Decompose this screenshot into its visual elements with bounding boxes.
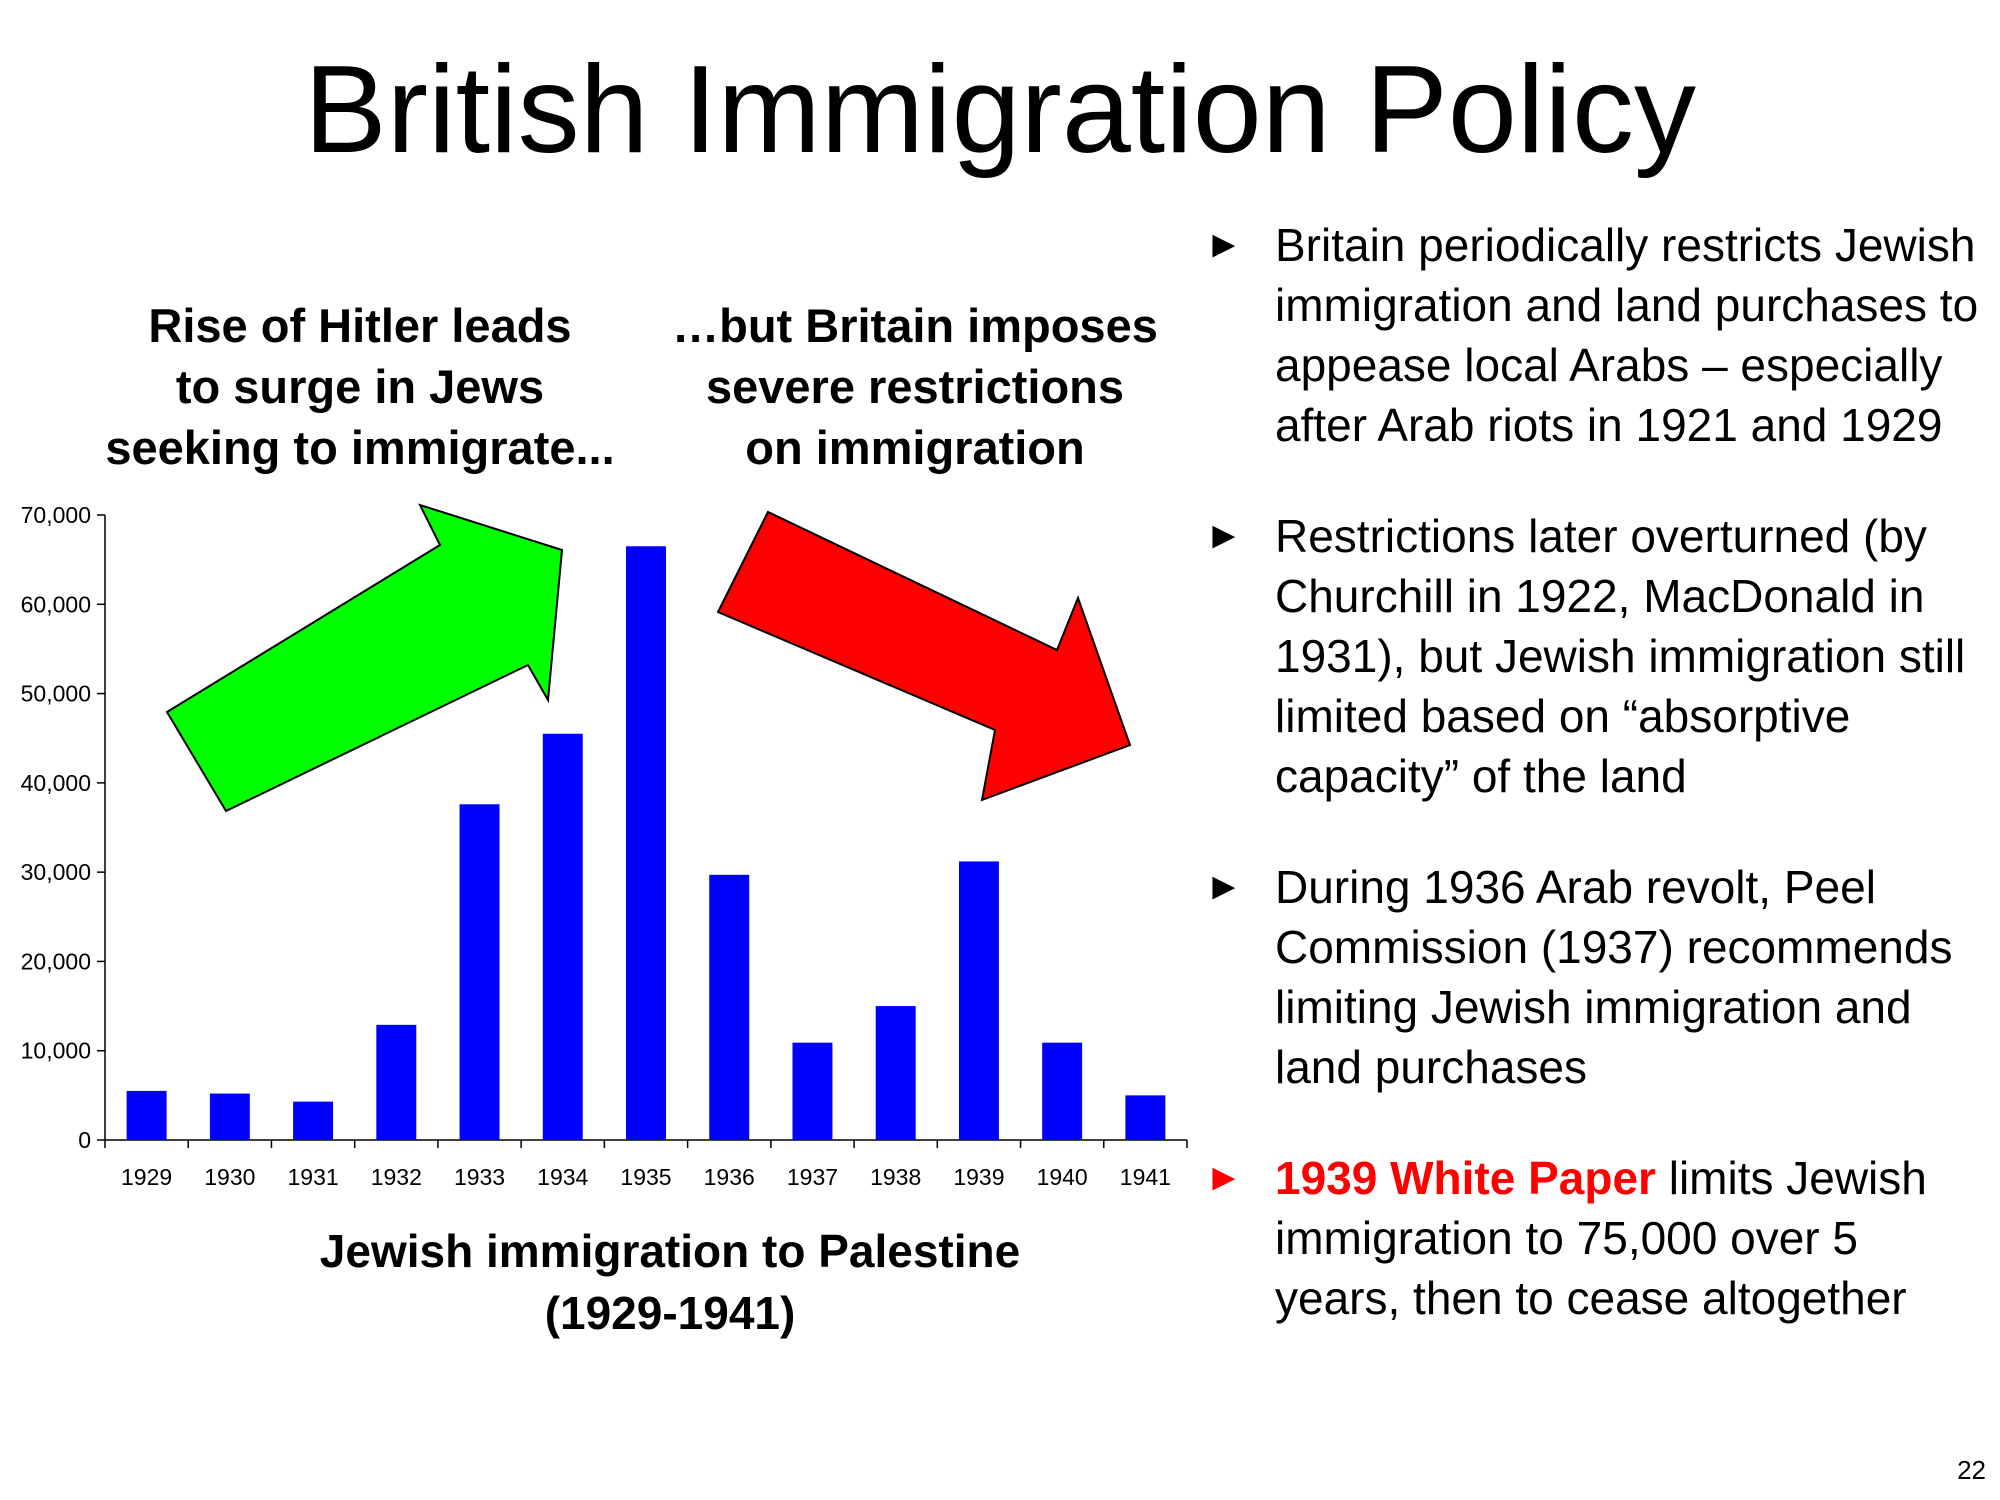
- x-tick-label: 1939: [953, 1164, 1004, 1190]
- bullet-list: ► Britain periodically restricts Jewish …: [1195, 215, 1995, 1379]
- bullet-item: ► 1939 White Paper limits Jewish immigra…: [1195, 1148, 1995, 1328]
- chart-arrows: [165, 503, 1132, 813]
- x-tick-label: 1938: [870, 1164, 921, 1190]
- bullet-item: ► Britain periodically restricts Jewish …: [1195, 215, 1995, 455]
- green-up-arrow: [165, 503, 564, 813]
- bullet-item: ► Restrictions later overturned (by Chur…: [1195, 506, 1995, 806]
- y-tick-label: 0: [78, 1127, 91, 1153]
- bullet-text: Britain periodically restricts Jewish im…: [1275, 219, 1979, 451]
- y-tick-label: 20,000: [21, 948, 91, 974]
- bullet-item: ► During 1936 Arab revolt, Peel Commissi…: [1195, 857, 1995, 1097]
- x-tick-label: 1941: [1120, 1164, 1171, 1190]
- bar-1936: [709, 874, 750, 1140]
- bar-1932: [376, 1024, 417, 1140]
- bar-1935: [626, 546, 666, 1140]
- triangle-bullet-icon: ►: [1205, 224, 1243, 266]
- x-tick-label: 1940: [1037, 1164, 1088, 1190]
- chart-caption: Jewish immigration to Palestine (1929-19…: [319, 1225, 1021, 1339]
- x-tick-label: 1931: [287, 1164, 338, 1190]
- page-number: 22: [1957, 1455, 1986, 1485]
- bullet-highlight: 1939 White Paper: [1275, 1152, 1656, 1204]
- red-down-arrow: [716, 510, 1132, 802]
- callout-rise-of-hitler: Rise of Hitler leads to surge in Jews se…: [105, 299, 615, 474]
- x-tick-label: 1937: [787, 1164, 838, 1190]
- bullet-text: During 1936 Arab revolt, Peel Commission…: [1275, 861, 1953, 1093]
- bar-1934: [542, 733, 583, 1140]
- y-tick-label: 10,000: [21, 1038, 91, 1064]
- y-tick-label: 60,000: [21, 591, 91, 617]
- bar-1929: [126, 1090, 167, 1140]
- triangle-bullet-icon: ►: [1205, 515, 1243, 557]
- triangle-bullet-icon: ►: [1205, 866, 1243, 908]
- bar-1933: [459, 804, 500, 1140]
- x-tick-label: 1932: [371, 1164, 422, 1190]
- chart-bars: [126, 546, 1166, 1140]
- bullet-text: Restrictions later overturned (by Church…: [1275, 510, 1966, 802]
- y-tick-label: 50,000: [21, 681, 91, 707]
- x-tick-label: 1933: [454, 1164, 505, 1190]
- y-tick-label: 40,000: [21, 770, 91, 796]
- y-tick-label: 30,000: [21, 859, 91, 885]
- bar-1938: [875, 1006, 916, 1140]
- x-tick-label: 1929: [121, 1164, 172, 1190]
- x-tick-label: 1935: [620, 1164, 671, 1190]
- triangle-bullet-icon: ►: [1205, 1157, 1243, 1199]
- x-tick-label: 1936: [704, 1164, 755, 1190]
- bar-1940: [1042, 1042, 1083, 1140]
- immigration-bar-chart: 0 10,000 20,000 30,000 40,000 50,000 60,000 70,…: [21, 502, 1188, 1190]
- y-tick-label: 70,000: [21, 502, 91, 528]
- slide-title: British Immigration Policy: [304, 41, 1696, 179]
- bar-1931: [293, 1101, 334, 1140]
- chart-axes: 0 10,000 20,000 30,000 40,000 50,000 60,000 70,…: [21, 502, 1188, 1190]
- bar-1930: [209, 1093, 250, 1140]
- bar-1939: [958, 861, 999, 1140]
- bullet-text: limits Jewish immigration to 75,000 over…: [1275, 1152, 1927, 1324]
- x-tick-label: 1930: [204, 1164, 255, 1190]
- bar-1941: [1125, 1095, 1166, 1140]
- callout-britain-restrictions: …but Britain imposes severe restrictions…: [672, 299, 1158, 474]
- bar-1937: [792, 1042, 833, 1140]
- x-tick-label: 1934: [537, 1164, 588, 1190]
